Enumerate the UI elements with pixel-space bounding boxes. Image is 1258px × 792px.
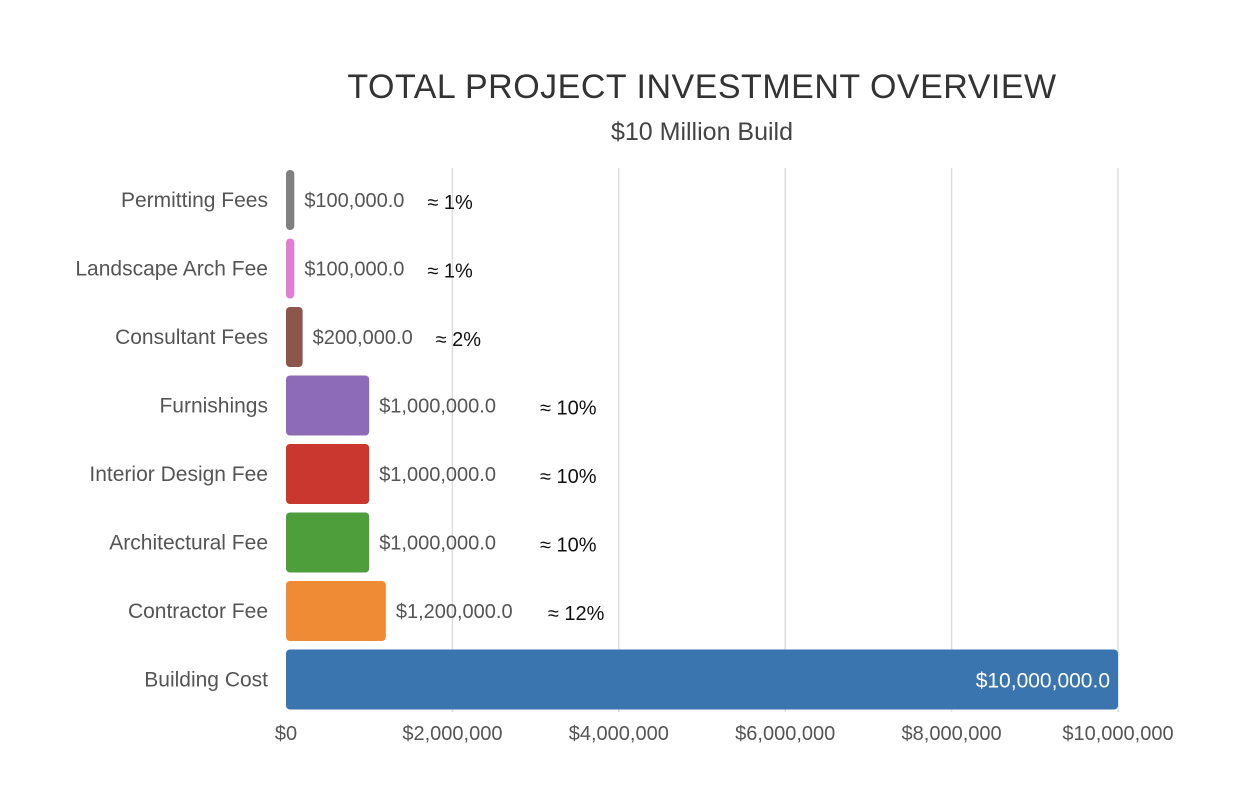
value-label: $10,000,000.0 xyxy=(976,670,1110,693)
value-label: $1,200,000.0 xyxy=(396,601,513,623)
category-label: Building Cost xyxy=(144,669,268,692)
value-label: $100,000.0 xyxy=(304,259,404,281)
bar-contractor-fee xyxy=(286,581,386,641)
x-tick-label: $0 xyxy=(275,723,297,745)
percent-label: ≈ 1% xyxy=(427,261,473,283)
value-label: $100,000.0 xyxy=(304,190,404,212)
category-label: Landscape Arch Fee xyxy=(75,258,268,281)
bar-permitting-fees xyxy=(286,170,295,230)
percent-label: ≈ 2% xyxy=(436,329,482,351)
percent-label: ≈ 1% xyxy=(427,192,473,214)
bar-interior-design-fee xyxy=(286,444,370,504)
x-tick-label: $2,000,000 xyxy=(402,723,502,745)
category-label: Consultant Fees xyxy=(115,326,268,349)
percent-label: ≈ 10% xyxy=(540,535,597,557)
x-tick-label: $6,000,000 xyxy=(735,723,835,745)
category-label: Architectural Fee xyxy=(109,532,268,555)
percent-label: ≈ 10% xyxy=(540,466,597,488)
bars xyxy=(286,170,1118,710)
bar-landscape-arch-fee xyxy=(286,238,295,299)
percent-label: ≈ 12% xyxy=(548,603,605,625)
x-tick-label: $4,000,000 xyxy=(569,723,669,745)
bar-architectural-fee xyxy=(286,512,370,573)
value-label: $1,000,000.0 xyxy=(379,396,496,418)
bar-furnishings xyxy=(286,375,370,436)
x-tick-label: $8,000,000 xyxy=(902,723,1002,745)
x-axis-ticks: $0 $2,000,000 $4,000,000 $6,000,000 $8,000,0… xyxy=(275,723,1174,745)
percent-labels: ≈ 1% ≈ 1% ≈ 2% ≈ 10% ≈ 10% ≈ 10% ≈ 12% xyxy=(427,192,604,625)
category-label: Permitting Fees xyxy=(121,189,268,212)
bar-consultant-fees xyxy=(286,307,303,367)
chart-title: TOTAL PROJECT INVESTMENT OVERVIEW xyxy=(347,68,1056,106)
gridlines xyxy=(451,168,1119,712)
value-label: $1,000,000.0 xyxy=(379,533,496,555)
value-label: $200,000.0 xyxy=(313,327,413,349)
category-label: Furnishings xyxy=(159,395,268,418)
percent-label: ≈ 10% xyxy=(540,398,597,420)
value-labels: $100,000.0 $100,000.0 $200,000.0 $1,000,000… xyxy=(304,190,1110,693)
value-label: $1,000,000.0 xyxy=(379,464,496,486)
category-label: Interior Design Fee xyxy=(89,463,268,486)
category-label: Contractor Fee xyxy=(128,600,268,623)
category-labels: Permitting Fees Landscape Arch Fee Consult… xyxy=(75,189,268,692)
bar-building-cost xyxy=(286,649,1118,710)
x-tick-label: $10,000,000 xyxy=(1062,723,1173,745)
chart-subtitle: $10 Million Build xyxy=(611,118,793,146)
